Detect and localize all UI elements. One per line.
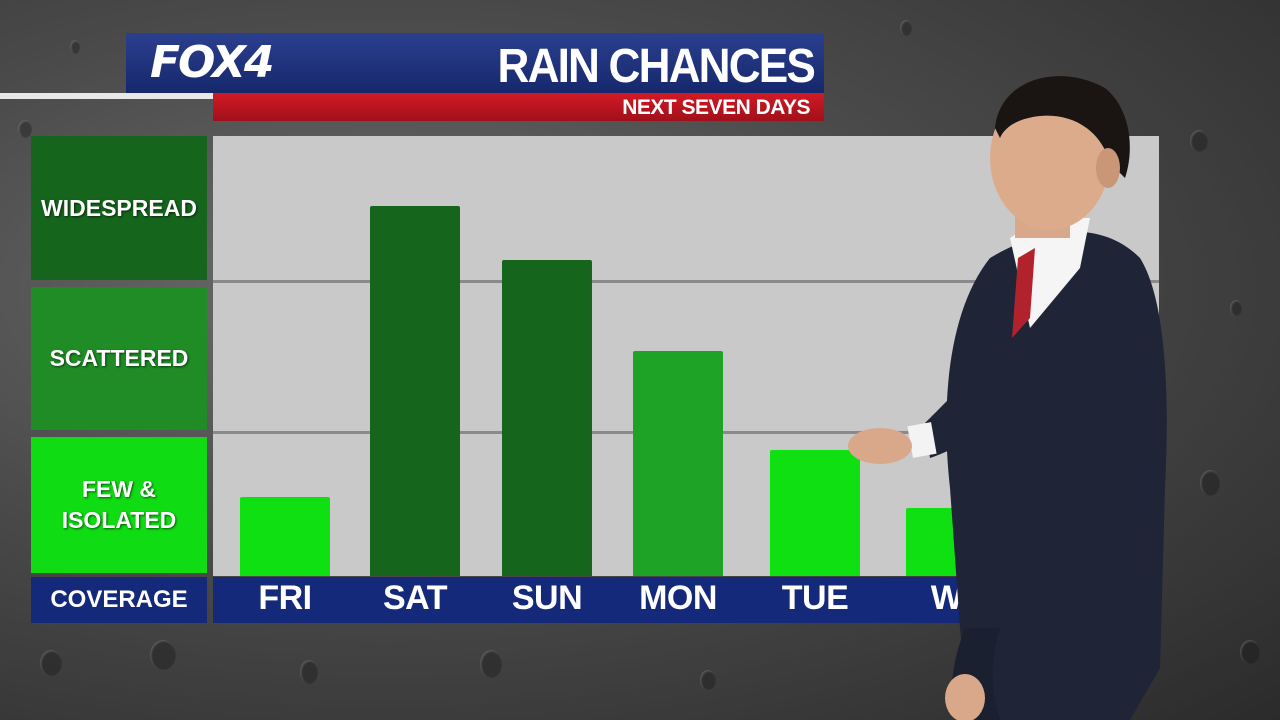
- legend-scattered-label: SCATTERED: [49, 345, 189, 371]
- bar-fri: [240, 497, 330, 576]
- bar-sun: [502, 260, 592, 576]
- day-label-sun: SUN: [511, 579, 583, 617]
- header-accent-line: [0, 93, 213, 99]
- day-label-tue: TUE: [781, 579, 849, 617]
- day-label-sat: SAT: [383, 579, 447, 617]
- gridline-scattered: [213, 280, 1159, 283]
- legend-widespread-label: WIDESPREAD: [41, 194, 197, 221]
- day-label-mon: MON: [639, 579, 717, 617]
- presenter-figure: [848, 76, 1167, 720]
- bar-mon: [633, 351, 723, 576]
- header-banner: FOX4 RAIN CHANCES: [126, 33, 824, 93]
- subtitle-banner: NEXT SEVEN DAYS: [213, 93, 824, 121]
- page-subtitle: NEXT SEVEN DAYS: [622, 96, 810, 119]
- bar-sat: [370, 206, 460, 576]
- legend-widespread: WIDESPREAD: [31, 136, 207, 280]
- legend-isolated-label: ISOLATED: [61, 507, 177, 533]
- bar-tue: [770, 450, 860, 576]
- legend-scattered: SCATTERED: [31, 287, 207, 430]
- coverage-label: COVERAGE: [31, 577, 207, 623]
- station-logo: FOX4: [150, 37, 274, 88]
- legend-few-isolated: FEW & ISOLATED: [31, 437, 207, 573]
- page-title: RAIN CHANCES: [497, 40, 816, 93]
- legend-few-label: FEW &: [81, 476, 157, 502]
- day-label-fri: FRI: [258, 579, 312, 617]
